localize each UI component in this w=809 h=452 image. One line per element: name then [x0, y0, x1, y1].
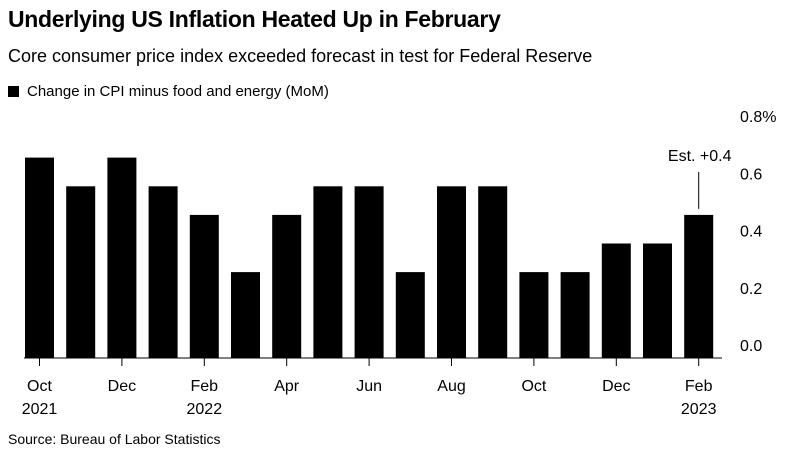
annotation-label: Est. +0.4	[668, 148, 732, 165]
bar-may-2022	[313, 186, 343, 358]
x-tick-label: Feb	[685, 378, 713, 395]
annotation-group: Est. +0.4	[668, 148, 732, 209]
x-tick-label: Jun	[356, 378, 382, 395]
y-axis-ticks: 0.0 0.2 0.4 0.6 0.8%	[740, 109, 776, 355]
x-tick-label: Oct	[27, 378, 52, 395]
legend: Change in CPI minus food and energy (MoM…	[8, 83, 329, 100]
bar-dec-2021	[107, 157, 137, 358]
x-tick-label: Oct	[521, 378, 546, 395]
x-tick-year-label: 2021	[22, 401, 58, 418]
x-tick-year-label: 2023	[681, 401, 717, 418]
bar-oct-2021	[25, 157, 54, 358]
y-tick-label: 0.2	[740, 281, 762, 298]
bar-jun-2022	[354, 186, 384, 358]
x-tick-label: Dec	[602, 378, 630, 395]
bar-dec-2022	[601, 243, 631, 358]
x-tick-year-label: 2022	[187, 401, 223, 418]
x-tick-label: Apr	[274, 378, 300, 395]
bar-mar-2022	[231, 272, 260, 358]
y-tick-label: 0.8%	[740, 109, 776, 126]
bar-apr-2022	[272, 214, 302, 358]
source-note: Source: Bureau of Labor Statistics	[8, 431, 221, 447]
bar-jan-2022	[148, 186, 178, 358]
x-tick-label: Feb	[191, 378, 219, 395]
bar-nov-2022	[560, 272, 590, 358]
legend-swatch	[8, 86, 19, 97]
bar-jul-2022	[395, 272, 425, 358]
y-tick-label: 0.4	[740, 224, 762, 241]
legend-label: Change in CPI minus food and energy (MoM…	[27, 83, 329, 100]
bar-nov-2021	[66, 186, 96, 358]
bar-feb-2022	[189, 214, 219, 358]
y-tick-label: 0.6	[740, 166, 762, 183]
bar-aug-2022	[437, 186, 466, 358]
bar-feb-2023	[684, 214, 714, 358]
chart-subtitle: Core consumer price index exceeded forec…	[8, 46, 593, 66]
bar-oct-2022	[519, 272, 549, 358]
x-axis-ticks: Oct 2021 Dec Feb 2022 Apr Jun Aug Oct Dec Feb 2023	[22, 358, 717, 418]
y-tick-label: 0.0	[740, 338, 762, 355]
x-tick-label: Dec	[108, 378, 136, 395]
bar-jan-2023	[643, 243, 672, 358]
bar-sep-2022	[478, 186, 508, 358]
x-tick-label: Aug	[437, 378, 465, 395]
chart-title: Underlying US Inflation Heated Up in Feb…	[8, 6, 501, 32]
bars-group	[25, 157, 714, 358]
